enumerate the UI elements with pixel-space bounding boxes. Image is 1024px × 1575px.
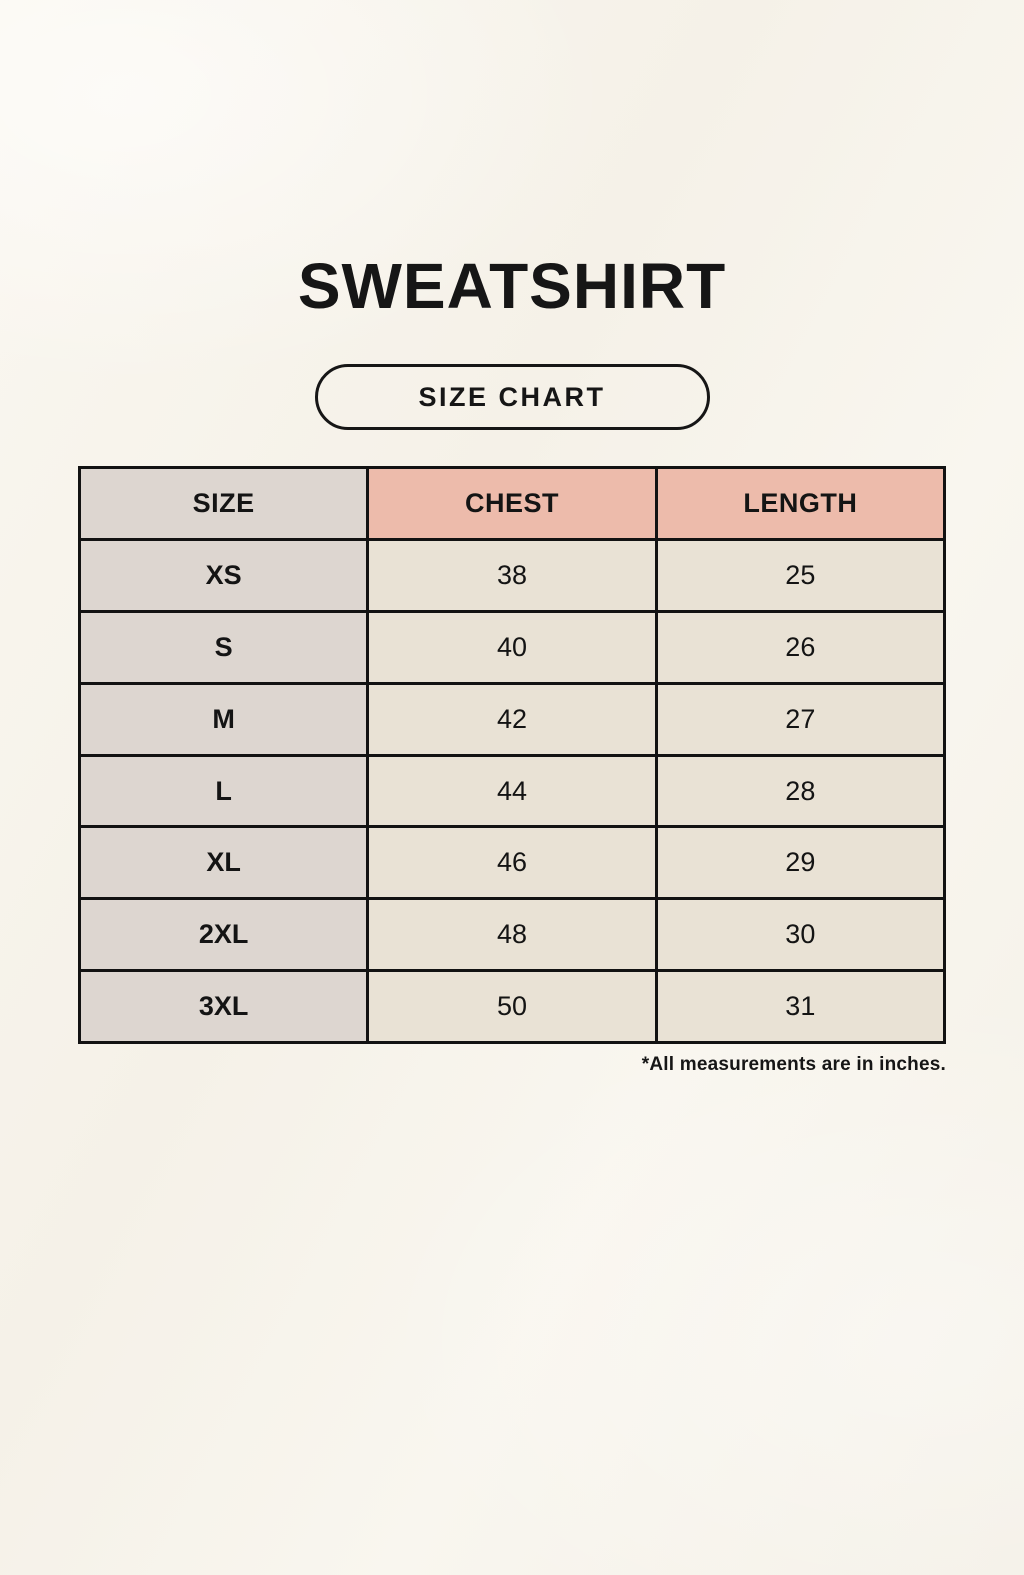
size-chart-badge-label: SIZE CHART bbox=[418, 381, 606, 412]
length-cell: 29 bbox=[654, 825, 947, 901]
table-row: XL 46 29 bbox=[77, 825, 947, 901]
table-header-row: SIZE CHEST LENGTH bbox=[77, 466, 947, 541]
chest-cell: 46 bbox=[366, 825, 658, 901]
size-chart-badge: SIZE CHART bbox=[314, 364, 710, 430]
column-header-length: LENGTH bbox=[654, 466, 947, 541]
chest-cell: 50 bbox=[366, 969, 658, 1045]
size-cell: 3XL bbox=[77, 969, 370, 1045]
table-row: S 40 26 bbox=[77, 609, 947, 685]
chest-cell: 42 bbox=[366, 681, 658, 757]
length-cell: 30 bbox=[654, 897, 947, 973]
length-cell: 28 bbox=[654, 753, 947, 829]
length-cell: 27 bbox=[654, 681, 947, 757]
table-row: XS 38 25 bbox=[77, 537, 947, 613]
table-row: 2XL 48 30 bbox=[77, 897, 947, 973]
size-chart-table: SIZE CHEST LENGTH XS 38 25 S 40 26 M 42 … bbox=[77, 466, 947, 1045]
size-cell: XS bbox=[77, 537, 370, 613]
column-header-size: SIZE bbox=[77, 466, 370, 541]
size-cell: 2XL bbox=[77, 897, 370, 973]
chest-cell: 44 bbox=[366, 753, 658, 829]
size-cell: M bbox=[77, 681, 370, 757]
size-cell: L bbox=[77, 753, 370, 829]
length-cell: 31 bbox=[654, 969, 947, 1045]
page-title: SWEATSHIRT bbox=[297, 250, 727, 322]
table-row: M 42 27 bbox=[77, 681, 947, 757]
chest-cell: 38 bbox=[366, 537, 658, 613]
size-cell: S bbox=[77, 609, 370, 685]
length-cell: 25 bbox=[654, 537, 947, 613]
table-row: 3XL 50 31 bbox=[77, 969, 947, 1045]
chest-cell: 48 bbox=[366, 897, 658, 973]
column-header-chest: CHEST bbox=[366, 466, 658, 541]
chest-cell: 40 bbox=[366, 609, 658, 685]
measurements-footnote: *All measurements are in inches. bbox=[641, 1054, 946, 1076]
size-cell: XL bbox=[77, 825, 370, 901]
length-cell: 26 bbox=[654, 609, 947, 685]
table-row: L 44 28 bbox=[77, 753, 947, 829]
